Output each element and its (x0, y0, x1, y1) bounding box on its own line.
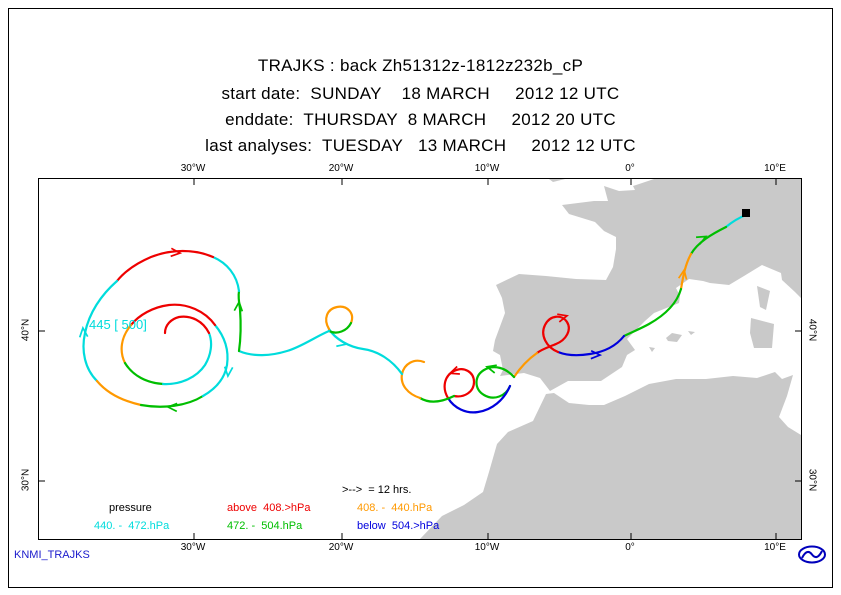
trajectory-pressure-label: 445 [ 500] (89, 317, 147, 332)
axis-label-top: 0° (625, 163, 635, 174)
axis-label-top: 30°W (180, 163, 206, 174)
trajectory-segment (129, 303, 217, 327)
axis-label-bottom: 30°W (180, 542, 206, 553)
legend-entry: >--> = 12 hrs. (342, 484, 412, 496)
trajectory-segment (443, 368, 476, 400)
trajectory-arrow (448, 365, 460, 375)
axis-label-top: 20°W (328, 163, 354, 174)
page-border (8, 8, 833, 588)
axis-label-left: 30°N (20, 468, 32, 492)
trajectory-segment (95, 379, 143, 407)
trajectory-segment (327, 321, 353, 334)
trajectory-segment (689, 225, 728, 256)
legend-entry: pressure (109, 502, 152, 514)
legend-entry: below 504.>hPa (357, 520, 440, 532)
landmass-corsica (757, 286, 770, 310)
arrival-marker (742, 209, 750, 217)
landmass-mallorca (666, 333, 682, 342)
trajectory-arrow (336, 337, 349, 348)
axis-label-top: 10°E (764, 163, 786, 174)
trajectory-arrow (223, 366, 234, 379)
legend-entry: 472. - 504.hPa (227, 520, 303, 532)
trajectory-segment (237, 289, 242, 353)
trajectory-arrow (170, 247, 183, 258)
legend-entry: 408. - 440.hPa (357, 502, 433, 514)
trajectory-segment (211, 255, 241, 293)
trajectory-arrow (165, 402, 178, 413)
landmass-sardinia (750, 318, 774, 348)
legend-entry: above 408.>hPa (227, 502, 311, 514)
axis-label-bottom: 0° (625, 542, 635, 553)
landmass-ibiza (649, 347, 655, 352)
trajectory-arrow (485, 364, 497, 374)
landmass-menorca (688, 331, 695, 335)
trajectory-segment (400, 359, 426, 400)
map-canvas (39, 179, 801, 539)
knmi-trajks-watermark: KNMI_TRAJKS (14, 549, 90, 561)
plot-title: TRAJKS : back Zh51312z-1812z232b_cP (257, 56, 584, 75)
axis-label-bottom: 20°W (328, 542, 354, 553)
trajectory-segment (446, 384, 512, 414)
trajectory-segment (213, 323, 229, 367)
trajectory-segment (327, 327, 404, 376)
trajectory-arrow (677, 267, 688, 280)
trajectory-arrow (557, 313, 569, 323)
trajectory-segment (535, 315, 570, 355)
start-date-line: start date: SUNDAY 18 MARCH 2012 12 UTC (221, 84, 620, 103)
landmass-cornwall (549, 179, 565, 182)
trajectory-segment (120, 323, 133, 365)
trajectory-segment (475, 366, 516, 399)
trajectory-segment (163, 315, 211, 335)
trajectory-arrow (78, 325, 89, 338)
trajectory-map: 445 [ 500] pressure 440. - 472.hPa above 4… (38, 178, 802, 540)
trajectory-arrow (695, 235, 708, 245)
last-analyses-line: last analyses: TUESDAY 13 MARCH 2012 12 … (205, 136, 636, 155)
trajectory-segment (123, 361, 165, 386)
trajectory-segment (418, 394, 456, 403)
trajectory-segment (139, 394, 205, 408)
trajectory-segment (622, 287, 683, 338)
end-date-line: enddate: THURSDAY 8 MARCH 2012 20 UTC (225, 110, 616, 129)
trajectory-segment (556, 334, 626, 357)
trajectory-segment (115, 249, 215, 283)
axis-label-bottom: 10°E (764, 542, 786, 553)
landmass-europe-mainland (493, 179, 801, 391)
knmi-logo (797, 545, 827, 569)
trajectory-segment (201, 363, 229, 398)
axis-label-top: 10°W (474, 163, 500, 174)
trajectory-segment (325, 305, 354, 331)
landmass-north-africa (420, 372, 801, 539)
trajectory-arrow (590, 349, 603, 360)
axis-label-right: 40°N (806, 318, 818, 342)
trajectory-segment (161, 331, 213, 386)
trajectory-arrow (233, 299, 244, 312)
trajectory-segment (237, 329, 331, 357)
axis-label-left: 40°N (20, 318, 32, 342)
axis-label-right: 30°N (806, 468, 818, 492)
trajectory-segment (512, 351, 539, 379)
axis-label-bottom: 10°W (474, 542, 500, 553)
legend-entry: 440. - 472.hPa (94, 520, 170, 532)
